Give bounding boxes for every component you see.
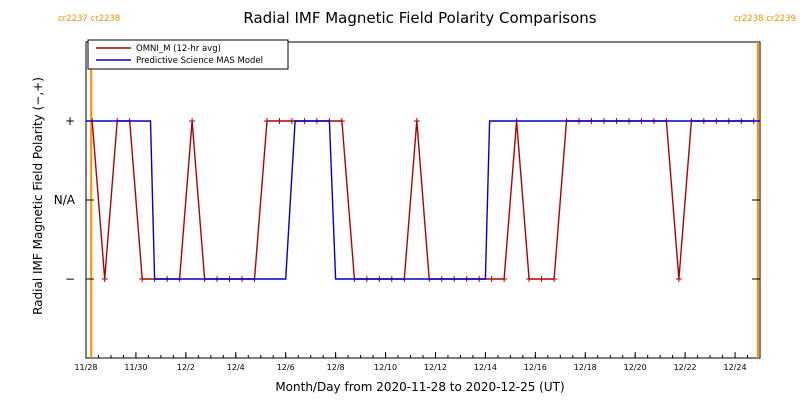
- data-point: [675, 276, 682, 282]
- x-tick-label: 12/14: [474, 363, 497, 372]
- series-line: [86, 120, 760, 280]
- x-tick-label: 12/6: [277, 363, 295, 372]
- x-tick-label: 12/12: [424, 363, 447, 372]
- data-point: [488, 276, 495, 282]
- legend-box: [87, 39, 289, 70]
- data-point: [551, 276, 558, 282]
- chart-title: Radial IMF Magnetic Field Polarity Compa…: [243, 9, 596, 27]
- legend-label-omni: OMNI_M (12-hr avg): [136, 44, 221, 54]
- data-point: [538, 276, 545, 282]
- series-0: [89, 118, 757, 282]
- x-tick-label: 11/30: [124, 363, 147, 372]
- x-tick-label: 12/2: [177, 363, 195, 372]
- x-tick-label: 12/4: [227, 363, 245, 372]
- series: [86, 118, 760, 282]
- x-tick-label: 12/24: [724, 363, 747, 372]
- data-point: [139, 276, 146, 282]
- x-tick-label: 12/8: [327, 363, 345, 372]
- x-tick-label: 12/10: [374, 363, 397, 372]
- y-tick-label: N/A: [54, 193, 76, 207]
- y-axis-label: Radial IMF Magnetic Field Polarity (−,+): [31, 77, 45, 315]
- x-tick-label: 11/28: [74, 363, 97, 372]
- legend-label-mas: Predictive Science MAS Model: [136, 56, 263, 66]
- y-tick-label: +: [65, 114, 75, 128]
- x-tick-label: 12/18: [574, 363, 597, 372]
- data-point: [501, 276, 508, 282]
- axes: 11/28 11/30 12/2 12/4 12/6 12/8 12/10 12/12 12/1…: [54, 114, 761, 372]
- data-point: [413, 118, 420, 124]
- x-tick-label: 12/16: [524, 363, 547, 372]
- series-1: [86, 120, 760, 280]
- data-point: [288, 118, 295, 124]
- legend: OMNI_M (12-hr avg) Predictive Science MA…: [87, 39, 289, 70]
- data-point: [189, 118, 196, 124]
- carrington-label: cr2238 cr2239: [734, 14, 796, 24]
- data-point: [338, 118, 345, 124]
- x-axis-label: Month/Day from 2020-11-28 to 2020-12-25 …: [275, 380, 564, 394]
- data-point: [526, 276, 533, 282]
- x-tick-label: 12/20: [624, 363, 647, 372]
- data-point: [263, 118, 270, 124]
- data-point: [276, 118, 283, 124]
- data-point: [101, 276, 108, 282]
- y-tick-label: −: [65, 272, 75, 286]
- x-tick-label: 12/22: [674, 363, 697, 372]
- series-line: [91, 120, 754, 280]
- carrington-label: cr2237 cr2238: [58, 14, 120, 24]
